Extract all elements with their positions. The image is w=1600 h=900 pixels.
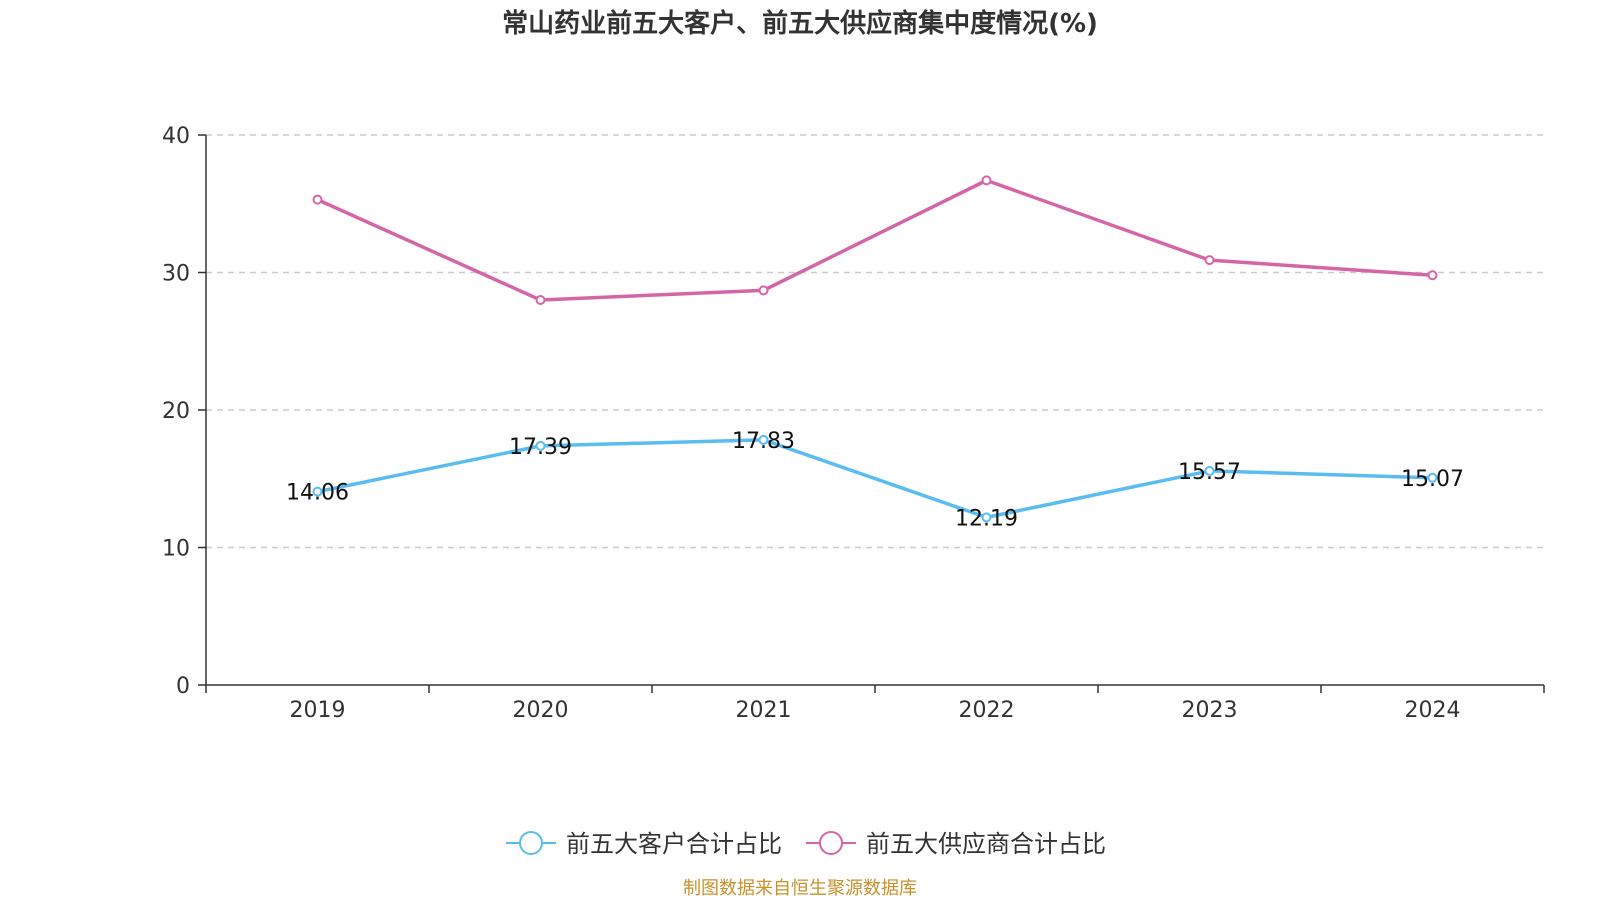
x-tick-label: 2020 [513,698,569,723]
series-layer [312,175,1438,523]
data-label: 17.39 [509,435,572,460]
series-2-point [981,175,992,186]
y-tick-label: 10 [162,537,190,562]
axes: 0 10 20 30 40 2019 2020 2021 2022 2023 2024 [162,124,1545,723]
legend-marker-1 [519,831,543,855]
series-2-point [758,285,769,296]
series-line-2 [316,178,1433,302]
series-1-point [535,440,546,451]
series-1-point [1427,472,1438,483]
y-tick-label: 0 [176,674,190,699]
x-tick-label: 2019 [290,698,346,723]
series-1-point [1204,465,1215,476]
series-1-point [981,512,992,523]
grid-lines [206,134,1544,549]
legend-label-2: 前五大供应商合计占比 [866,830,1106,858]
data-label: 14.06 [286,481,349,506]
series-2-point [312,194,323,205]
data-label: 17.83 [732,429,795,454]
data-label: 15.07 [1401,467,1464,492]
series-1-point [312,486,323,497]
series-1-point [758,434,769,445]
data-labels: 14.06 17.39 17.83 12.19 15.57 15.07 [286,429,1464,532]
legend[interactable]: 前五大客户合计占比 前五大供应商合计占比 [506,830,1106,858]
x-tick-label: 2021 [736,698,792,723]
x-tick-label: 2022 [959,698,1015,723]
source-note: 制图数据来自恒生聚源数据库 [683,878,917,899]
series-line-1 [317,438,1433,520]
series-2-point [535,295,546,305]
y-tick-label: 30 [162,262,190,287]
data-label: 15.57 [1178,460,1241,485]
y-tick-label: 20 [162,399,190,424]
x-tick-label: 2024 [1405,698,1461,723]
data-label: 12.19 [955,506,1018,531]
x-tick-label: 2023 [1182,698,1238,723]
y-tick-label: 40 [162,124,190,149]
series-2-point [1427,270,1438,281]
chart-title: 常山药业前五大客户、前五大供应商集中度情况(%) [502,8,1098,39]
series-2-point [1204,255,1215,266]
legend-label-1: 前五大客户合计占比 [566,830,782,858]
legend-marker-2 [819,831,843,855]
